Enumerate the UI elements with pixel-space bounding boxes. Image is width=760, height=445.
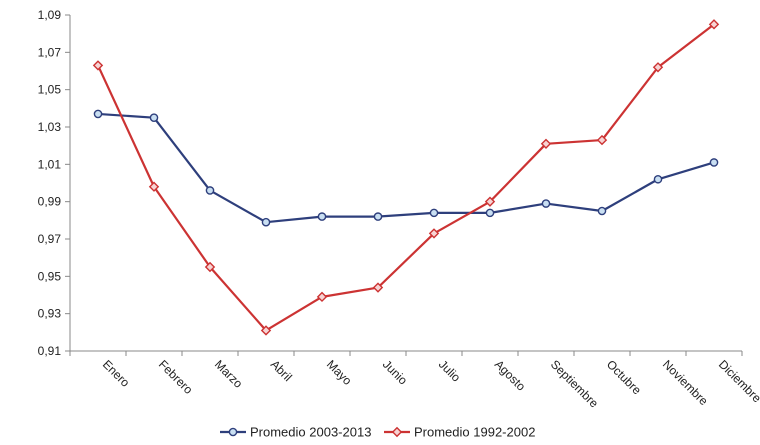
data-point [93,109,103,119]
data-point [261,217,271,227]
data-point [373,212,383,221]
data-point [541,199,551,208]
y-tick-label: 1,09 [38,8,62,22]
data-point [597,206,607,216]
x-tick-label: Diciembre [716,357,760,405]
data-point [652,62,664,73]
legend-marker [391,426,403,438]
data-point [149,113,159,122]
data-point [204,261,216,273]
legend-marker [228,427,238,437]
data-point [485,208,495,218]
data-point [316,291,328,303]
x-tick-label: Julio [436,357,464,385]
x-tick-label: Enero [100,357,133,390]
x-tick-label: Abril [268,357,295,384]
data-point [596,134,608,146]
x-tick-label: Mayo [324,357,355,388]
series-line [97,112,715,224]
x-tick-label: Junio [380,357,410,387]
data-point [148,181,160,192]
y-tick-label: 1,05 [38,83,62,97]
data-point [260,325,272,336]
data-point [653,174,663,184]
x-tick-labels: Enero Febrero Marzo Abril Mayo Junio Julio Agos… [100,357,760,411]
axes [65,14,743,356]
data-point [708,19,720,30]
legend: Promedio 2003-2013 Promedio 1992-2002 [220,425,535,440]
data-point [484,196,496,207]
y-tick-label: 1,03 [38,120,62,134]
data-point [709,158,719,167]
data-point [205,186,215,195]
legend-label: Promedio 1992-2002 [414,425,535,440]
x-tick-label: Agosto [492,357,529,394]
x-tick-label: Febrero [156,357,196,397]
series-group [92,19,720,336]
series-line [97,23,715,332]
legend-item: Promedio 2003-2013 [220,425,371,440]
y-tick-labels: 0,91 0,93 0,95 0,97 0,99 1,01 1,03 1,05 1,07 1,09 [38,8,62,358]
y-tick-label: 1,01 [38,157,62,171]
data-point [540,138,552,149]
data-point [317,212,327,221]
legend-label: Promedio 2003-2013 [250,425,371,440]
y-tick-label: 0,95 [38,269,62,283]
legend-item: Promedio 1992-2002 [384,425,535,440]
x-tick-label: Marzo [212,357,246,391]
data-point [428,228,440,239]
x-tick-label: Noviembre [660,357,711,408]
data-point [92,60,104,71]
x-tick-label: Septiembre [548,357,602,411]
data-point [429,208,439,218]
y-tick-label: 0,99 [38,195,62,209]
series-2 [92,19,720,336]
series-1 [93,109,719,227]
x-tick-label: Octubre [604,357,644,397]
data-point [372,282,384,293]
y-tick-label: 1,07 [38,45,62,59]
y-tick-label: 0,91 [38,344,62,358]
y-tick-label: 0,93 [38,307,62,321]
y-tick-label: 0,97 [38,232,62,246]
